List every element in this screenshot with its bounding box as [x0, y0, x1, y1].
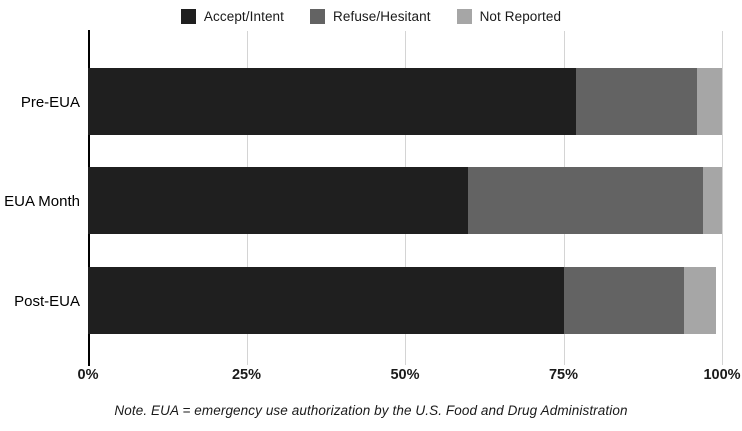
bar-segment-1 — [468, 167, 703, 234]
legend-item-2: Not Reported — [456, 8, 562, 24]
legend-swatch-icon — [310, 8, 326, 24]
chart-note: Note. EUA = emergency use authorization … — [114, 403, 628, 418]
category-label-2: Post-EUA — [14, 292, 80, 310]
bar-segment-1 — [576, 68, 697, 135]
x-tick-label-4: 100% — [703, 367, 741, 383]
chart-legend: Accept/Intent Refuse/Hesitant Not Reported — [0, 6, 742, 26]
bar-segment-2 — [696, 68, 722, 135]
bar-segment-0 — [88, 267, 564, 334]
legend-item-0: Accept/Intent — [180, 8, 285, 24]
legend-label: Refuse/Hesitant — [333, 8, 431, 24]
plot-area — [88, 30, 723, 366]
legend-label: Accept/Intent — [203, 8, 285, 24]
x-tick-label-3: 75% — [548, 367, 579, 383]
legend-swatch-icon — [456, 8, 472, 24]
bar-segment-1 — [563, 267, 684, 334]
x-tick-label-1: 25% — [231, 367, 262, 383]
bar-segment-2 — [683, 267, 716, 334]
x-tick-label-2: 50% — [390, 367, 420, 383]
x-tick-label-0: 0% — [77, 367, 99, 383]
bar-segment-0 — [88, 68, 577, 135]
legend-swatch-icon — [180, 8, 196, 24]
category-label-1: EUA Month — [4, 192, 80, 210]
legend-label: Not Reported — [479, 8, 562, 24]
category-label-0: Pre-EUA — [20, 93, 80, 111]
gridline-100 — [722, 31, 723, 365]
legend-item-1: Refuse/Hesitant — [310, 8, 431, 24]
bar-pre-eua — [88, 68, 722, 135]
bar-segment-2 — [702, 167, 722, 234]
bar-segment-0 — [88, 167, 469, 234]
bar-post-eua — [88, 267, 722, 334]
bar-eua-month — [88, 167, 722, 234]
